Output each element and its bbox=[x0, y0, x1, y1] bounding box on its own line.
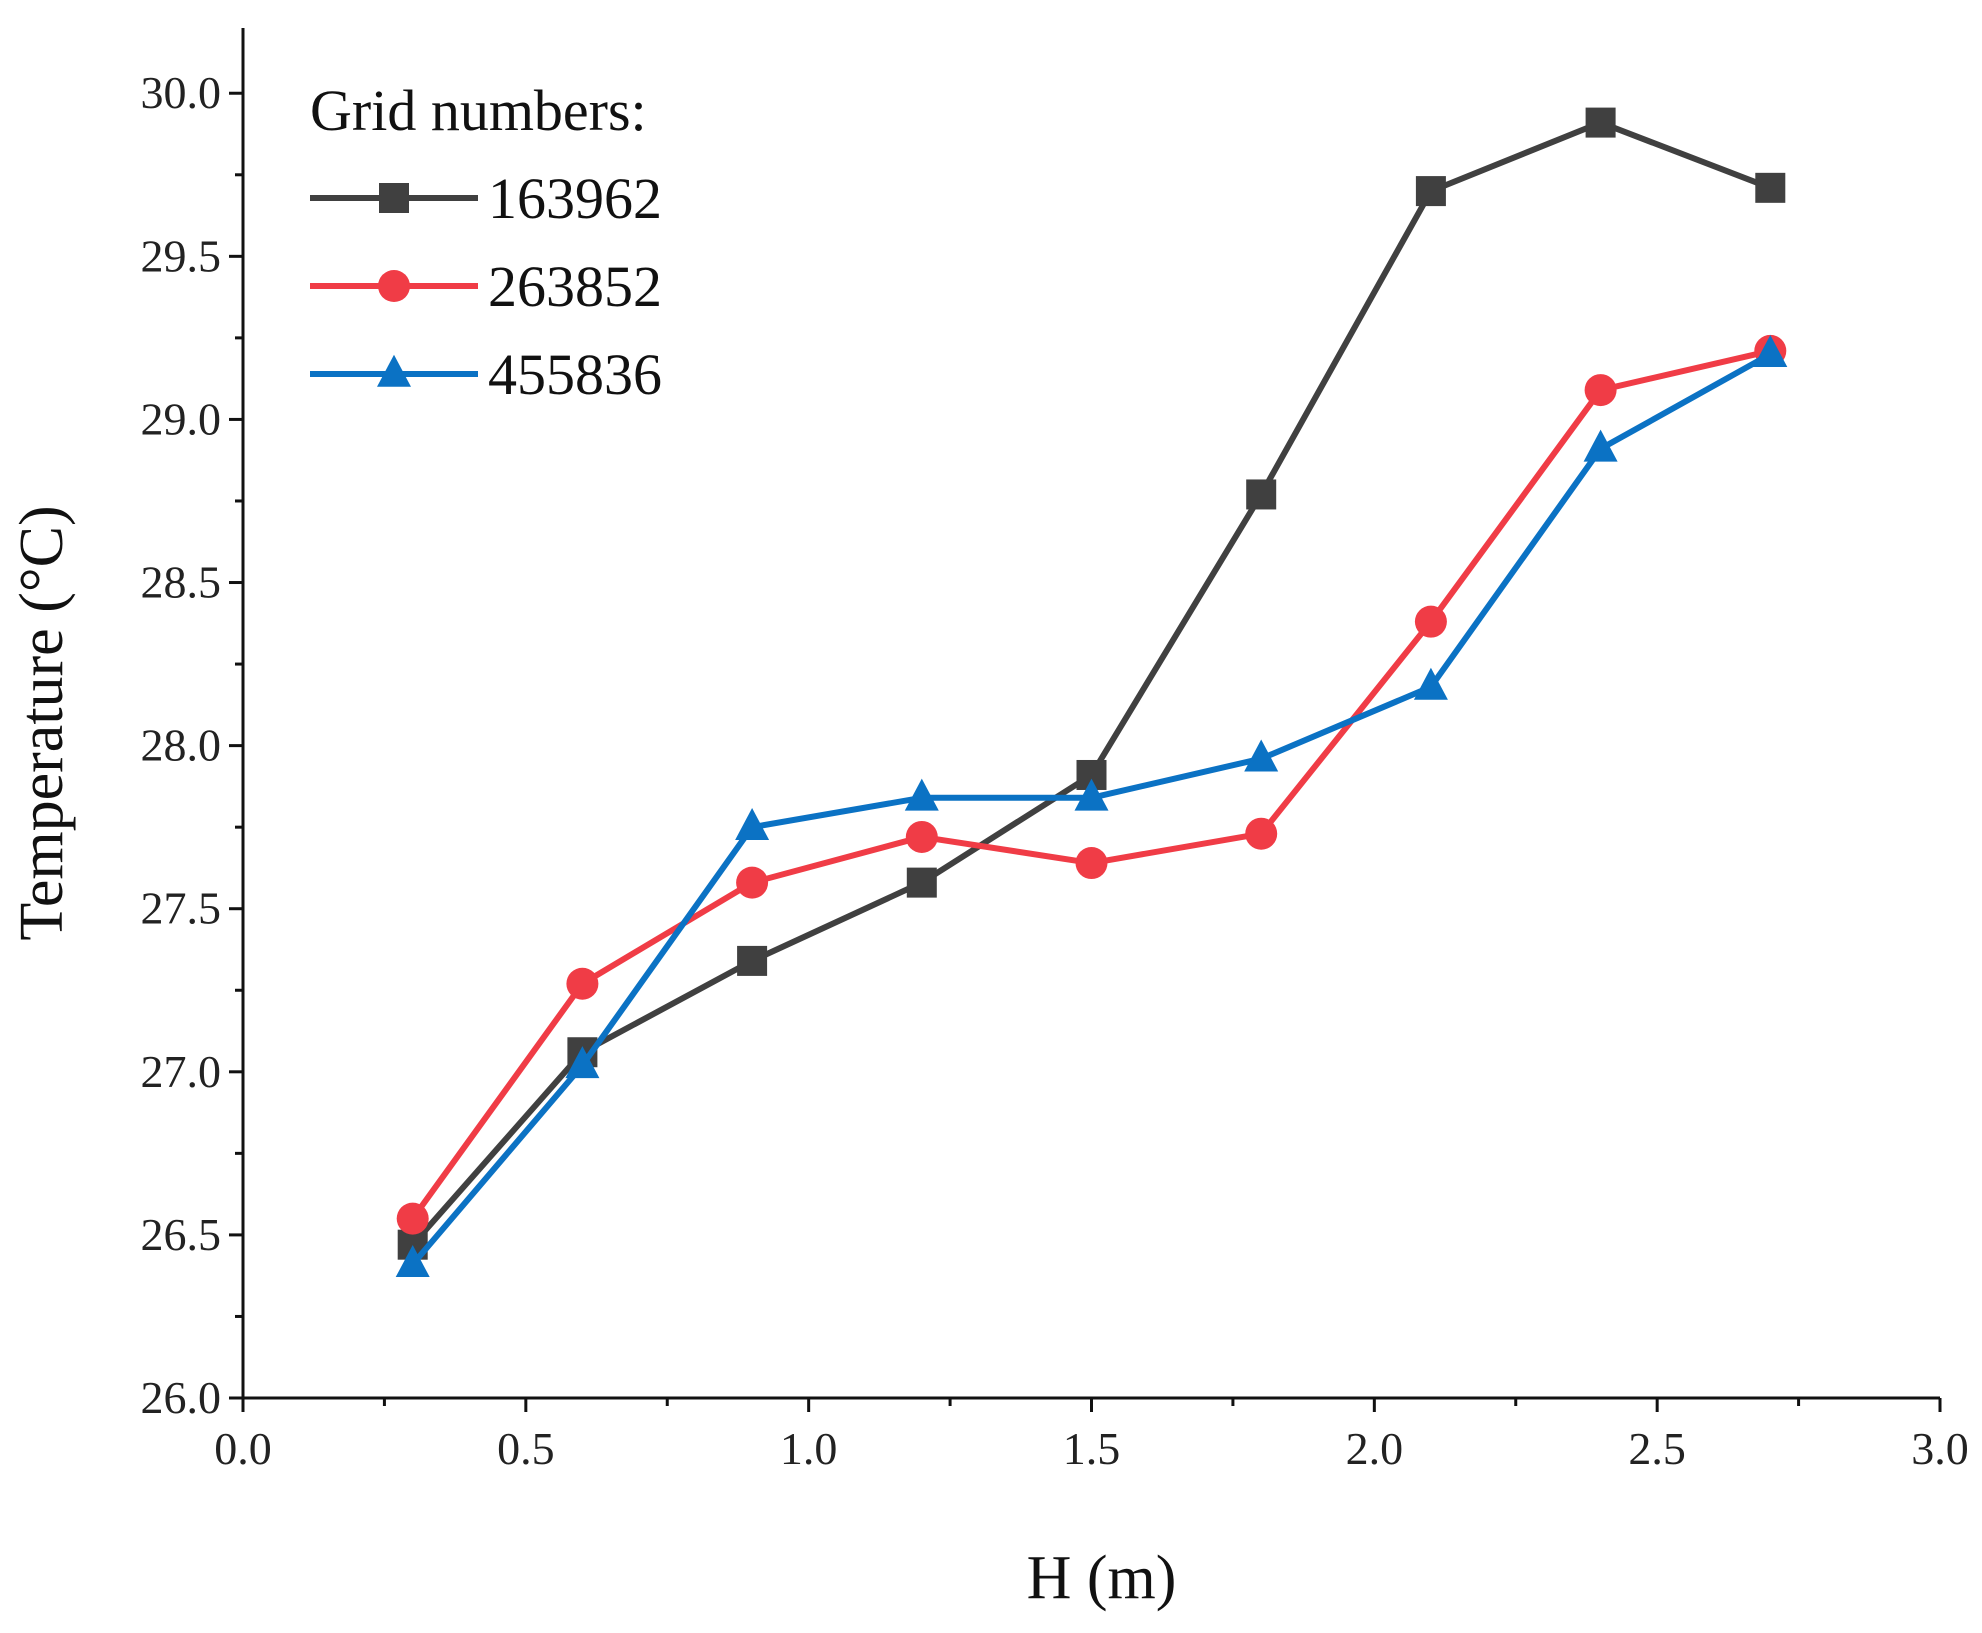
data-point-455836 bbox=[1244, 739, 1279, 772]
data-point-263852 bbox=[1245, 817, 1278, 850]
legend-item-263852: 263852 bbox=[310, 254, 662, 319]
legend: Grid numbers: 163962 263852 455836 bbox=[310, 78, 662, 407]
data-point-163962 bbox=[1585, 107, 1616, 138]
legend-item-163962: 163962 bbox=[310, 166, 662, 231]
x-tick-label: 2.0 bbox=[1346, 1423, 1404, 1474]
data-point-163962 bbox=[1415, 176, 1446, 207]
data-point-263852 bbox=[1075, 847, 1108, 880]
x-tick-label: 0.0 bbox=[214, 1423, 272, 1474]
legend-marker bbox=[379, 183, 409, 213]
axes: 0.0 0.5 1.0 1.5 2.0 2.5 3.0 26.0 26.5 27.0 27.5 28.… bbox=[141, 28, 1969, 1474]
series-455836 bbox=[395, 334, 1788, 1278]
plot-series bbox=[395, 107, 1788, 1278]
y-tick-label: 28.5 bbox=[141, 557, 222, 608]
data-point-163962 bbox=[906, 867, 937, 898]
x-tick-label: 3.0 bbox=[1911, 1423, 1969, 1474]
legend-item-455836: 455836 bbox=[310, 342, 662, 407]
legend-label: 263852 bbox=[488, 254, 662, 319]
data-point-455836 bbox=[1753, 334, 1788, 367]
data-point-455836 bbox=[1583, 429, 1618, 462]
data-point-263852 bbox=[905, 820, 938, 853]
data-point-263852 bbox=[1414, 605, 1447, 638]
data-point-455836 bbox=[565, 1046, 600, 1079]
data-point-263852 bbox=[736, 866, 769, 899]
y-tick-label: 29.5 bbox=[141, 230, 222, 281]
data-point-455836 bbox=[395, 1245, 430, 1278]
data-point-455836 bbox=[1413, 667, 1448, 700]
legend-title: Grid numbers: bbox=[310, 78, 647, 143]
y-tick-label: 28.0 bbox=[141, 720, 222, 771]
y-tick-label: 30.0 bbox=[141, 67, 222, 118]
data-point-455836 bbox=[904, 778, 939, 811]
x-tick-label: 2.5 bbox=[1628, 1423, 1686, 1474]
data-point-163962 bbox=[1755, 172, 1786, 203]
x-tick-label: 1.0 bbox=[780, 1423, 838, 1474]
legend-label: 455836 bbox=[488, 342, 662, 407]
data-point-455836 bbox=[1074, 778, 1109, 811]
y-tick-label: 27.5 bbox=[141, 883, 222, 934]
x-axis-title: H (m) bbox=[1027, 1544, 1177, 1612]
data-point-263852 bbox=[396, 1202, 429, 1235]
x-tick-label: 0.5 bbox=[497, 1423, 555, 1474]
y-tick-label: 29.0 bbox=[141, 393, 222, 444]
data-point-163962 bbox=[737, 945, 768, 976]
y-axis-title: Temperature (°C) bbox=[8, 505, 76, 940]
x-tick-label: 1.5 bbox=[1063, 1423, 1121, 1474]
y-tick-label: 26.0 bbox=[141, 1372, 222, 1423]
data-point-163962 bbox=[1246, 479, 1277, 510]
y-tick-label: 27.0 bbox=[141, 1046, 222, 1097]
legend-marker bbox=[378, 270, 410, 302]
legend-label: 163962 bbox=[488, 166, 662, 231]
data-point-263852 bbox=[566, 967, 599, 1000]
data-point-455836 bbox=[735, 807, 770, 840]
y-tick-label: 26.5 bbox=[141, 1209, 222, 1260]
data-point-263852 bbox=[1584, 374, 1617, 407]
legend-marker bbox=[377, 354, 411, 387]
